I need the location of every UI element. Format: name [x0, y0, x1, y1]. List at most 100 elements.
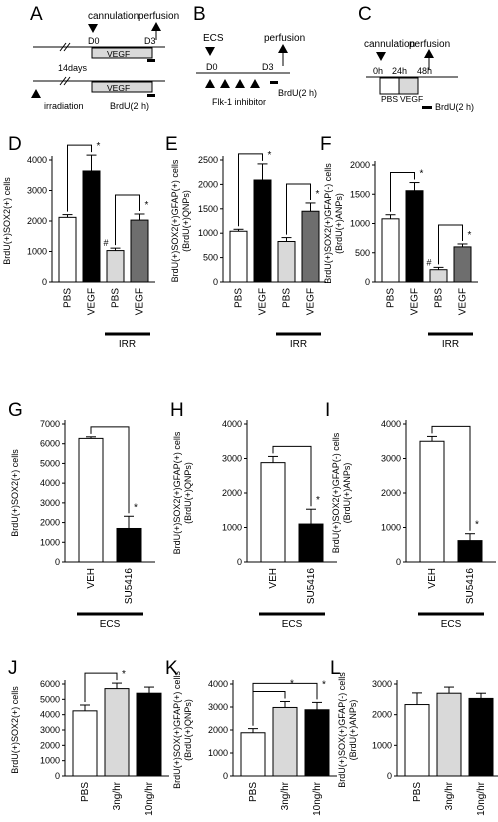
x-tick-label: PBS — [248, 782, 259, 802]
panel-label-l: L — [330, 658, 341, 679]
break-mark — [63, 42, 71, 52]
y-axis-label-2: (BrdU(+)QNPs) — [183, 462, 193, 524]
y-tick-label: 1000 — [372, 740, 392, 750]
x-tick-label: VEGF — [87, 288, 98, 315]
chart-panel-j: J 0 1000 2000 3000 4000 5000 6000 BrdU(+)SOX2(+)… — [8, 658, 169, 816]
significance-star: * — [316, 495, 320, 506]
bar — [277, 240, 296, 283]
x-tick-label: VEGF — [458, 288, 469, 315]
y-tick-label: 1500 — [350, 189, 370, 199]
y-axis-label: BrdU(+)SOX(+)GFAP(+) cells — [172, 671, 182, 789]
inhibitor-arrow-icon — [205, 79, 215, 88]
d3-label-b: D3 — [262, 62, 274, 72]
x-tick-label: PBS — [111, 288, 122, 308]
group-label: IRR — [119, 339, 136, 350]
x-tick-label: 10ng/hr — [144, 781, 155, 816]
irradiation-label: irradiation — [44, 101, 84, 111]
perfusion-label: perfusion — [138, 11, 179, 22]
x-tick-label: VEGF — [135, 288, 146, 315]
y-tick-label: 0 — [55, 771, 60, 781]
bar — [58, 216, 77, 283]
y-tick-label: 3000 — [381, 454, 401, 464]
y-tick-label: 2000 — [208, 725, 228, 735]
y-tick-label: 1000 — [381, 523, 401, 533]
x-tick-label: 10ng/hr — [476, 781, 487, 816]
brdu-pulse-c — [422, 106, 432, 109]
x-tick-label: PBS — [386, 288, 397, 308]
y-tick-label: 7000 — [40, 419, 60, 429]
y-axis-label: BrdU(+)SOX2(+)GFAP(+) cells — [170, 159, 180, 282]
significance-bracket — [90, 426, 130, 514]
perfusion-label-c: perfusion — [409, 39, 450, 50]
y-tick-label: 2000 — [381, 488, 401, 498]
perfusion-arrow-icon-c — [424, 49, 434, 58]
y-tick-label: 1000 — [40, 756, 60, 766]
significance-star: * — [268, 150, 272, 161]
y-tick-label: 3000 — [27, 186, 47, 196]
y-tick-label: 1000 — [350, 219, 370, 229]
y-tick-label: 4000 — [222, 419, 242, 429]
significance-bracket — [272, 445, 312, 507]
x-tick-label: PBS — [63, 288, 74, 308]
break-mark — [63, 76, 71, 86]
significance-star: * — [475, 520, 479, 531]
bar — [404, 704, 430, 777]
y-tick-label: 4000 — [381, 419, 401, 429]
chart-panel-d: D 0 1000 2000 3000 4000 BrdU(+)SOX2(+) cells PB… — [2, 134, 155, 350]
panel-label-b: B — [193, 4, 206, 25]
x-tick-label: VEGF — [306, 288, 317, 315]
y-tick-label: 2000 — [372, 710, 392, 720]
y-tick-label: 1000 — [222, 523, 242, 533]
panel-label-j: J — [8, 658, 18, 679]
irradiation-arrow-icon — [31, 89, 41, 98]
y-axis-label-2: (BrdU(+)ANPs) — [342, 463, 352, 524]
significance-hash: # — [104, 238, 109, 248]
panel-label-f: F — [320, 134, 332, 155]
panel-label-k: K — [165, 658, 178, 679]
significance-star: * — [468, 230, 472, 241]
bar — [304, 709, 330, 777]
x-tick-label: SU5416 — [306, 568, 317, 605]
y-tick-label: 3000 — [222, 454, 242, 464]
brdu-label-c: BrdU(2 h) — [435, 102, 474, 112]
y-tick-label: 0 — [365, 277, 370, 287]
vegf-box-c-label: VEGF — [400, 94, 423, 104]
perfusion-label-b: perfusion — [264, 33, 305, 44]
chart-panel-e: E 0 500 1000 1500 2000 2500 BrdU(+)SOX2(+)GFAP(… — [165, 134, 326, 350]
bar — [301, 210, 320, 283]
y-axis-label: BrdU(+)SOX2(+) cells — [10, 449, 20, 537]
significance-bracket — [438, 224, 463, 265]
group-label: IRR — [290, 339, 307, 350]
bar — [106, 250, 125, 283]
y-axis-label: BrdU(+)SOX2(+)GFAP(-) cells — [331, 432, 341, 553]
ecs-arrow-icon — [205, 47, 215, 56]
x-tick-label: VEH — [268, 568, 279, 589]
panel-label-a: A — [30, 4, 43, 25]
cannulation-label-c: cannulation — [364, 39, 415, 50]
vegf-box-label: VEGF — [107, 49, 130, 59]
panel-label-d: D — [8, 134, 22, 155]
significance-star: * — [322, 679, 326, 690]
group-label: ECS — [100, 619, 121, 630]
x-tick-label: PBS — [234, 288, 245, 308]
x-tick-label: PBS — [412, 782, 423, 802]
significance-bracket — [84, 672, 118, 703]
cannulation-arrow-icon-c — [376, 52, 386, 61]
bar — [253, 179, 272, 283]
significance-star: * — [145, 200, 149, 211]
bar — [429, 269, 448, 283]
bar — [240, 732, 266, 777]
x-tick-label: VEH — [427, 568, 438, 589]
y-axis-label-2: (BrdU(+)QNPs) — [181, 190, 191, 252]
significance-star: * — [97, 141, 101, 152]
x-tick-label: 10ng/hr — [312, 781, 323, 816]
y-tick-label: 500 — [355, 248, 370, 258]
y-axis-label-2: (BrdU(+)QNPs) — [183, 699, 193, 761]
y-tick-label: 0 — [237, 557, 242, 567]
x-tick-label: VEH — [86, 568, 97, 589]
x-tick-label: PBS — [80, 782, 91, 802]
y-tick-label: 0 — [213, 277, 218, 287]
y-axis-label-2: (BrdU(+)ANPs) — [334, 193, 344, 254]
bar — [130, 219, 149, 283]
significance-star: * — [316, 189, 320, 200]
